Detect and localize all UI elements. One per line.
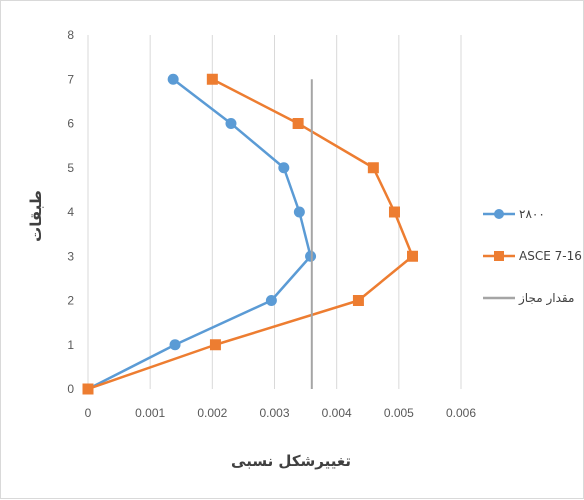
x-tick-label: 0.001 bbox=[135, 406, 165, 420]
legend-label: مقدار مجاز bbox=[518, 291, 574, 306]
data-point bbox=[167, 73, 179, 85]
data-point bbox=[206, 73, 218, 85]
data-point bbox=[278, 162, 290, 174]
y-tick-label: 8 bbox=[67, 28, 74, 42]
y-tick-label: 3 bbox=[67, 249, 74, 263]
legend-label: ASCE 7-16 bbox=[519, 249, 582, 263]
plot-area bbox=[82, 73, 419, 395]
data-point bbox=[209, 339, 221, 351]
legend-marker bbox=[494, 251, 504, 261]
legend-label: ۲۸۰۰ bbox=[519, 207, 545, 221]
data-point bbox=[265, 295, 277, 306]
legend: ۲۸۰۰ ASCE 7-16 مقدار مجاز bbox=[483, 207, 582, 306]
data-point bbox=[169, 339, 181, 351]
series-line bbox=[87, 78, 312, 391]
data-point bbox=[388, 206, 400, 218]
data-point bbox=[407, 250, 419, 262]
x-tick-label: 0.004 bbox=[322, 406, 352, 420]
data-point bbox=[82, 383, 94, 395]
x-tick-label: 0.005 bbox=[384, 406, 414, 420]
y-tick-label: 0 bbox=[67, 382, 74, 396]
x-tick-label: 0 bbox=[85, 406, 92, 420]
y-tick-label: 7 bbox=[67, 72, 74, 86]
data-point bbox=[292, 118, 304, 129]
x-tick-label: 0.002 bbox=[197, 406, 227, 420]
series-line bbox=[87, 78, 414, 391]
legend-marker bbox=[494, 209, 504, 219]
y-tick-label: 5 bbox=[67, 161, 74, 175]
x-axis-title: تغییرشکل نسبی bbox=[231, 452, 351, 470]
y-tick-label: 1 bbox=[67, 338, 74, 352]
y-tick-label: 6 bbox=[67, 117, 74, 131]
axes: 0 0.001 0.002 0.003 0.004 0.005 0.006 0 1 2 3 4 5 6 7 8 bbox=[67, 28, 476, 420]
data-point bbox=[293, 206, 305, 218]
data-point bbox=[352, 295, 364, 306]
y-axis-title: طبقات bbox=[27, 190, 45, 242]
y-tick-label: 2 bbox=[67, 294, 74, 308]
x-tick-label: 0.006 bbox=[446, 406, 476, 420]
x-tick-label: 0.003 bbox=[259, 406, 289, 420]
y-tick-label: 4 bbox=[67, 205, 74, 219]
data-point bbox=[305, 250, 317, 262]
data-point bbox=[225, 118, 237, 129]
gridlines bbox=[87, 35, 462, 389]
data-point bbox=[367, 162, 379, 174]
